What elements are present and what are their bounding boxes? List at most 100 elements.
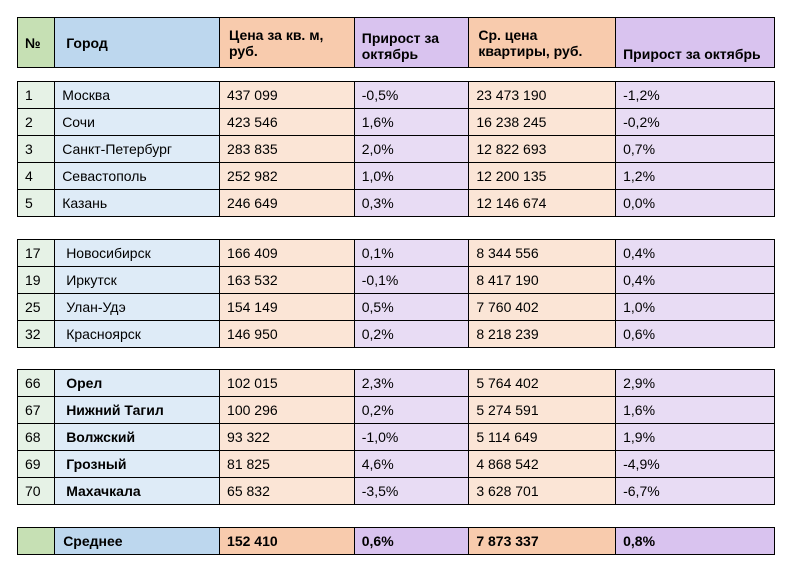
cell-rank: 32	[16, 320, 56, 348]
group-bottom-cities: 66 Орел 102 015 2,3% 5 764 402 2,9% 67 Нижний Т…	[16, 369, 775, 505]
cell-avg-price: 16 238 245	[468, 108, 617, 136]
cell-avg-price: 8 218 239	[468, 320, 617, 348]
cell-growth-avg: 1,0%	[615, 293, 775, 321]
average-growth-sqm: 0,6%	[353, 527, 470, 555]
group-top-cities: 1 Москва 437 099 -0,5% 23 473 190 -1,2% 2 Сочи 4…	[16, 81, 775, 217]
cell-city: Иркутск	[54, 266, 221, 294]
group-middle-cities: 17 Новосибирск 166 409 0,1% 8 344 556 0,4% 19 И…	[16, 239, 775, 348]
cell-growth-sqm: 0,5%	[353, 293, 470, 321]
cell-growth-avg: 0,0%	[615, 189, 775, 217]
cell-rank: 5	[16, 189, 56, 217]
header-city: Город	[54, 17, 221, 68]
cell-city: Севастополь	[54, 162, 221, 190]
cell-city: Волжский	[54, 423, 221, 451]
average-num	[16, 527, 56, 555]
header-avg-price: Ср. цена квартиры, руб.	[468, 17, 617, 68]
group-2-body: 17 Новосибирск 166 409 0,1% 8 344 556 0,4% 19 И…	[16, 239, 775, 348]
cell-rank: 66	[16, 369, 56, 397]
cell-city: Сочи	[54, 108, 221, 136]
cell-avg-price: 23 473 190	[468, 81, 617, 109]
table-row: 70 Махачкала 65 832 -3,5% 3 628 701 -6,7%	[16, 477, 775, 505]
cell-growth-avg: 1,9%	[615, 423, 775, 451]
table-row: 17 Новосибирск 166 409 0,1% 8 344 556 0,4%	[16, 239, 775, 267]
cell-avg-price: 5 764 402	[468, 369, 617, 397]
cell-city: Грозный	[54, 450, 221, 478]
cell-growth-sqm: -1,0%	[353, 423, 470, 451]
group-3-body: 66 Орел 102 015 2,3% 5 764 402 2,9% 67 Нижний Т…	[16, 369, 775, 505]
header-table: № Город Цена за кв. м, руб. Прирост за о…	[16, 17, 775, 68]
cell-rank: 17	[16, 239, 56, 267]
cell-rank: 25	[16, 293, 56, 321]
cell-price-sqm: 163 532	[219, 266, 355, 294]
cell-price-sqm: 146 950	[219, 320, 355, 348]
cell-city: Москва	[54, 81, 221, 109]
cell-growth-avg: -0,2%	[615, 108, 775, 136]
cell-rank: 3	[16, 135, 56, 163]
header-avg-price-label: Ср. цена квартиры, руб.	[478, 26, 583, 59]
header-price-sqm: Цена за кв. м, руб.	[219, 17, 355, 68]
cell-price-sqm: 423 546	[219, 108, 355, 136]
cell-city: Орел	[54, 369, 221, 397]
cell-growth-sqm: 4,6%	[353, 450, 470, 478]
cell-city: Красноярск	[54, 320, 221, 348]
header-num: №	[16, 17, 56, 68]
cell-price-sqm: 283 835	[219, 135, 355, 163]
average-price-sqm: 152 410	[219, 527, 355, 555]
cell-rank: 68	[16, 423, 56, 451]
cell-city: Новосибирск	[54, 239, 221, 267]
cell-avg-price: 4 868 542	[468, 450, 617, 478]
cell-growth-avg: 0,4%	[615, 266, 775, 294]
table-row: 67 Нижний Тагил 100 296 0,2% 5 274 591 1,6%	[16, 396, 775, 424]
cell-price-sqm: 252 982	[219, 162, 355, 190]
cell-avg-price: 5 114 649	[468, 423, 617, 451]
cell-rank: 70	[16, 477, 56, 505]
cell-city: Улан-Удэ	[54, 293, 221, 321]
cell-growth-avg: 0,6%	[615, 320, 775, 348]
cell-growth-avg: 1,2%	[615, 162, 775, 190]
cell-city: Казань	[54, 189, 221, 217]
table-row: 5 Казань 246 649 0,3% 12 146 674 0,0%	[16, 189, 775, 217]
cell-growth-sqm: 2,0%	[353, 135, 470, 163]
cell-growth-avg: 0,4%	[615, 239, 775, 267]
cell-price-sqm: 93 322	[219, 423, 355, 451]
cell-price-sqm: 154 149	[219, 293, 355, 321]
cell-growth-avg: -6,7%	[615, 477, 775, 505]
table-row: 4 Севастополь 252 982 1,0% 12 200 135 1,2%	[16, 162, 775, 190]
cell-growth-sqm: 0,3%	[353, 189, 470, 217]
cell-growth-sqm: 2,3%	[353, 369, 470, 397]
cell-avg-price: 12 146 674	[468, 189, 617, 217]
cell-growth-sqm: 1,6%	[353, 108, 470, 136]
average-row: Среднее 152 410 0,6% 7 873 337 0,8%	[16, 527, 775, 555]
cell-city: Махачкала	[54, 477, 221, 505]
cell-city: Санкт-Петербург	[54, 135, 221, 163]
header-row: № Город Цена за кв. м, руб. Прирост за о…	[16, 17, 775, 68]
cell-growth-sqm: -0,5%	[353, 81, 470, 109]
cell-avg-price: 12 822 693	[468, 135, 617, 163]
cell-rank: 1	[16, 81, 56, 109]
cell-rank: 19	[16, 266, 56, 294]
table-row: 68 Волжский 93 322 -1,0% 5 114 649 1,9%	[16, 423, 775, 451]
cell-growth-avg: -1,2%	[615, 81, 775, 109]
cell-city: Нижний Тагил	[54, 396, 221, 424]
cell-price-sqm: 100 296	[219, 396, 355, 424]
cell-avg-price: 12 200 135	[468, 162, 617, 190]
table-row: 66 Орел 102 015 2,3% 5 764 402 2,9%	[16, 369, 775, 397]
cell-growth-avg: 1,6%	[615, 396, 775, 424]
cell-price-sqm: 65 832	[219, 477, 355, 505]
cell-growth-avg: 0,7%	[615, 135, 775, 163]
cell-growth-sqm: 0,1%	[353, 239, 470, 267]
cell-avg-price: 3 628 701	[468, 477, 617, 505]
cell-rank: 4	[16, 162, 56, 190]
table-row: 2 Сочи 423 546 1,6% 16 238 245 -0,2%	[16, 108, 775, 136]
group-1-body: 1 Москва 437 099 -0,5% 23 473 190 -1,2% 2 Сочи 4…	[16, 81, 775, 217]
cell-price-sqm: 246 649	[219, 189, 355, 217]
cell-price-sqm: 166 409	[219, 239, 355, 267]
cell-price-sqm: 81 825	[219, 450, 355, 478]
cell-price-sqm: 437 099	[219, 81, 355, 109]
average-avg-price: 7 873 337	[468, 527, 617, 555]
header-growth-sqm-label: Прирост за октябрь	[361, 30, 439, 62]
cell-avg-price: 5 274 591	[468, 396, 617, 424]
cell-growth-sqm: 1,0%	[353, 162, 470, 190]
average-growth-avg: 0,8%	[615, 527, 775, 555]
footer-table: Среднее 152 410 0,6% 7 873 337 0,8%	[16, 527, 775, 555]
